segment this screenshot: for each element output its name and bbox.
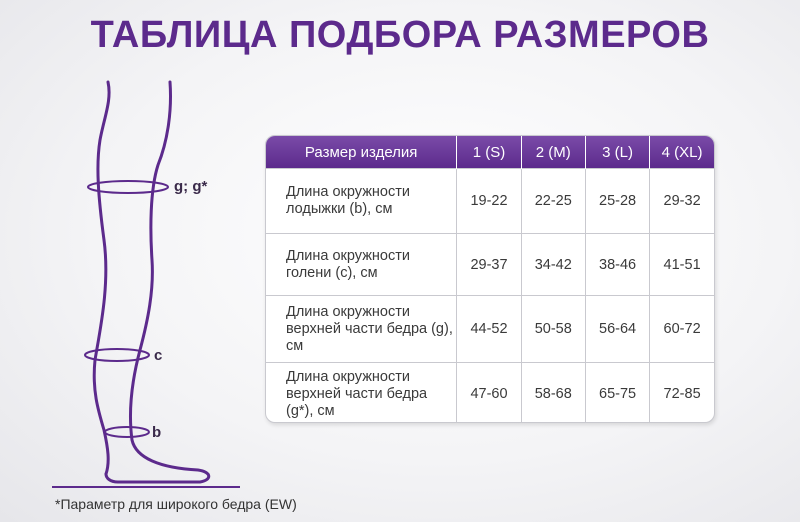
table-cell: 22-25 — [520, 168, 586, 234]
table-cell: 72-85 — [649, 362, 714, 422]
calf-measure-ring — [84, 348, 150, 362]
table-cell: 19-22 — [456, 168, 522, 234]
table-cell: 65-75 — [584, 362, 650, 422]
leg-back-outline — [92, 80, 111, 476]
calf-label: c — [154, 347, 163, 364]
size-table: Размер изделия 1 (S) 2 (M) 3 (L) 4 (XL) … — [265, 135, 715, 423]
table-cell: 34-42 — [520, 233, 586, 296]
row-label: Длина окружности верхней части бедра (g*… — [266, 362, 457, 422]
table-row: Длина окружности голени (c), см 29-37 34… — [266, 233, 714, 296]
table-row: Длина окружности верхней части бедра (g)… — [266, 295, 714, 363]
table-header-cell: 2 (M) — [520, 136, 586, 169]
row-label: Длина окружности верхней части бедра (g)… — [266, 295, 457, 363]
table-cell: 25-28 — [584, 168, 650, 234]
table-row: Длина окружности лодыжки (b), см 19-22 2… — [266, 168, 714, 234]
footnote: *Параметр для широкого бедра (EW) — [55, 496, 297, 512]
ankle-measure-ring — [104, 426, 150, 438]
table-header-cell: 3 (L) — [584, 136, 650, 169]
row-label: Длина окружности лодыжки (b), см — [266, 168, 457, 234]
thigh-measure-ring — [87, 180, 169, 194]
table-header-cell: 1 (S) — [456, 136, 522, 169]
table-cell: 60-72 — [649, 295, 714, 363]
table-cell: 47-60 — [456, 362, 522, 422]
table-cell: 44-52 — [456, 295, 522, 363]
table-header-cell: Размер изделия — [266, 136, 457, 169]
table-cell: 56-64 — [584, 295, 650, 363]
thigh-label: g; g* — [174, 178, 208, 195]
table-cell: 38-46 — [584, 233, 650, 296]
table-cell: 29-32 — [649, 168, 714, 234]
table-header-cell: 4 (XL) — [649, 136, 714, 169]
leg-front-outline — [104, 80, 211, 484]
table-header-row: Размер изделия 1 (S) 2 (M) 3 (L) 4 (XL) — [266, 136, 714, 169]
row-label: Длина окружности голени (c), см — [266, 233, 457, 296]
table-cell: 50-58 — [520, 295, 586, 363]
table-row: Длина окружности верхней части бедра (g*… — [266, 362, 714, 422]
table-cell: 29-37 — [456, 233, 522, 296]
table-cell: 41-51 — [649, 233, 714, 296]
table-cell: 58-68 — [520, 362, 586, 422]
ankle-label: b — [152, 424, 162, 441]
page-title: ТАБЛИЦА ПОДБОРА РАЗМЕРОВ — [90, 14, 710, 56]
